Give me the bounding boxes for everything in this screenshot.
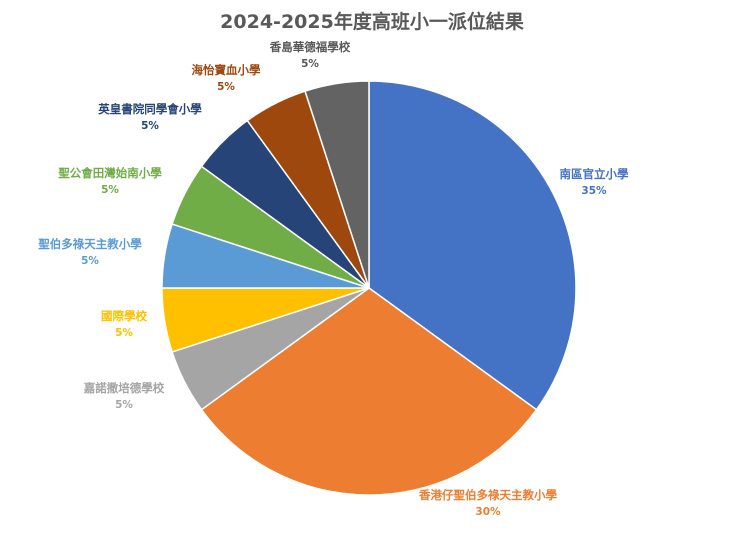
slice-percent-label: 5% (101, 184, 119, 196)
pie-slices (161, 80, 577, 496)
slice-label: 嘉諾撒培德學校 (83, 381, 165, 395)
pie-slice (304, 80, 370, 289)
slice-percent-label: 5% (301, 58, 319, 70)
slice-percent-label: 30% (475, 506, 501, 518)
pie-labels: 南區官立小學 35% 香港仔聖伯多祿天主教小學 30% 嘉諾撒培德學校 5% 國際學校 5% 聖… (38, 40, 629, 518)
chart-title: 2024-2025年度高班小一派位結果 (220, 10, 524, 33)
slice-label: 英皇書院同學會小學 (97, 102, 202, 116)
slice-percent-label: 5% (217, 81, 235, 93)
slice-percent-label: 5% (115, 399, 133, 411)
slice-label: 聖公會田灣始南小學 (58, 166, 162, 180)
slice-label: 國際學校 (101, 309, 147, 323)
slice-percent-label: 5% (141, 120, 159, 132)
slice-label: 海怡寶血小學 (192, 63, 261, 77)
slice-percent-label: 35% (581, 185, 607, 197)
slice-label: 香島華德福學校 (269, 40, 351, 54)
slice-percent-label: 5% (81, 255, 99, 267)
slice-percent-label: 5% (115, 327, 133, 339)
pie-slice (200, 287, 538, 496)
slice-label: 香港仔聖伯多祿天主教小學 (418, 488, 557, 502)
slice-label: 聖伯多祿天主教小學 (38, 237, 142, 251)
pie-slice (368, 80, 577, 411)
slice-label: 南區官立小學 (560, 167, 629, 181)
